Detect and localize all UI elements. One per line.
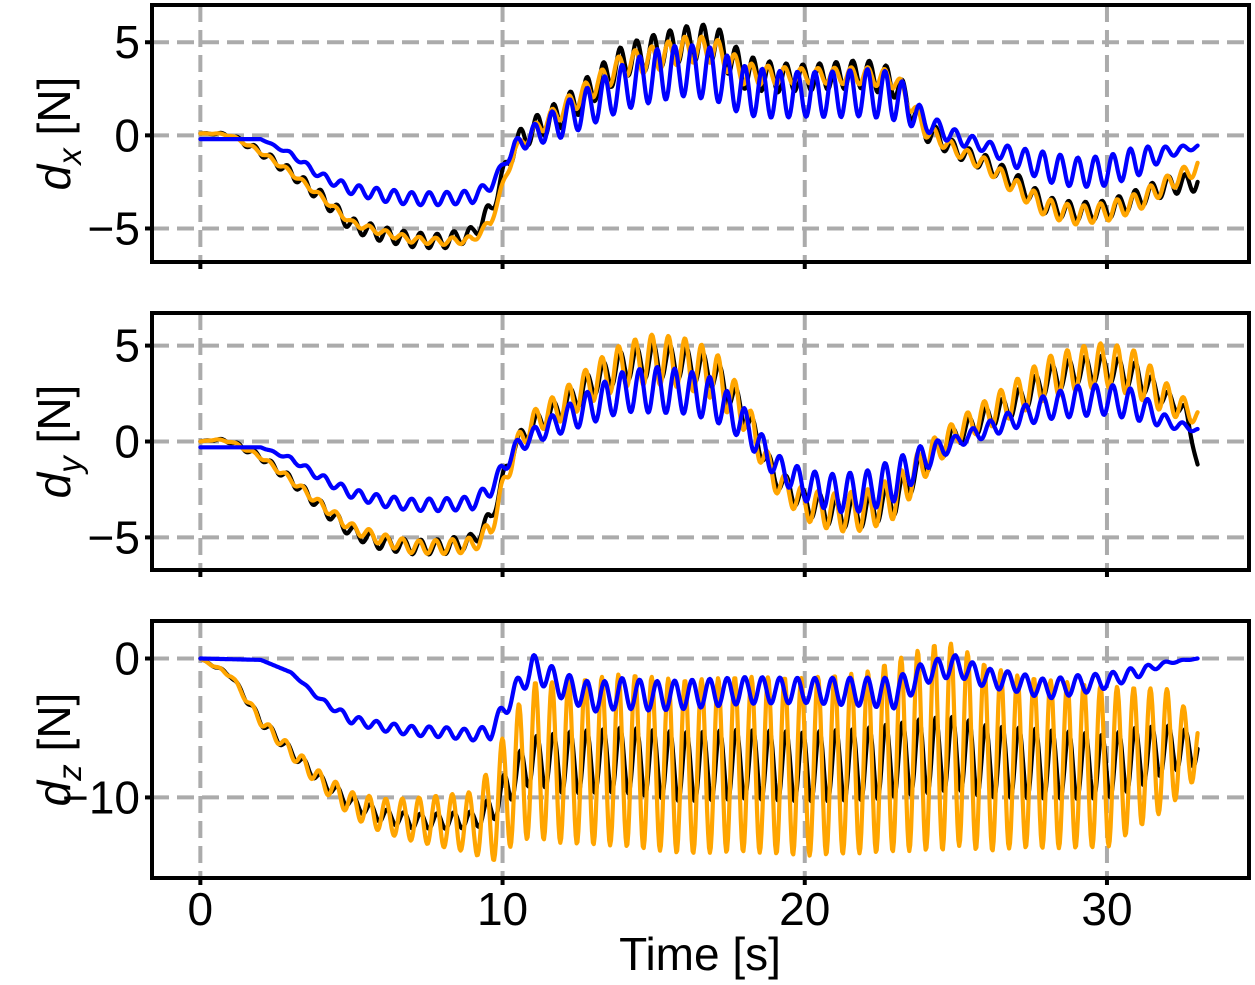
subplot-dy: −5 0 5 dy [N] — [28, 311, 1251, 577]
series-group — [198, 641, 1200, 862]
series-line-1 — [198, 22, 1200, 251]
y-tick-label: 0 — [114, 633, 140, 685]
y-tick-label: 0 — [114, 416, 140, 468]
x-tick-label: 30 — [1081, 883, 1132, 935]
series-line-3 — [198, 653, 1200, 743]
series-line-2 — [198, 641, 1200, 862]
y-tick-label: −10 — [62, 771, 140, 823]
y-tick-label: 5 — [114, 320, 140, 372]
x-tick-label: 0 — [188, 883, 214, 935]
x-tick-label: 20 — [779, 883, 830, 935]
series-group — [198, 332, 1200, 557]
y-axis-title: dy [N] — [28, 385, 88, 499]
series-line-2 — [198, 34, 1200, 247]
series-line-3 — [198, 365, 1200, 515]
series-group — [198, 22, 1200, 251]
y-axis-title: dx [N] — [28, 77, 88, 191]
series-line-3 — [198, 43, 1200, 208]
y-axis-title: dz [N] — [28, 693, 88, 807]
plot-frame — [150, 619, 1251, 880]
y-tick-label: 0 — [114, 109, 140, 161]
y-tick-label: −5 — [88, 202, 140, 254]
x-tick-label: 10 — [477, 883, 528, 935]
x-axis-title: Time [s] — [619, 928, 781, 980]
series-line-2 — [198, 332, 1200, 556]
y-tick-label: 5 — [114, 16, 140, 68]
subplot-dx: −5 0 5 dx [N] — [28, 3, 1251, 269]
subplot-dz: −10 0 0 10 20 30 dz [N] — [28, 619, 1251, 935]
y-tick-label: −5 — [88, 511, 140, 563]
